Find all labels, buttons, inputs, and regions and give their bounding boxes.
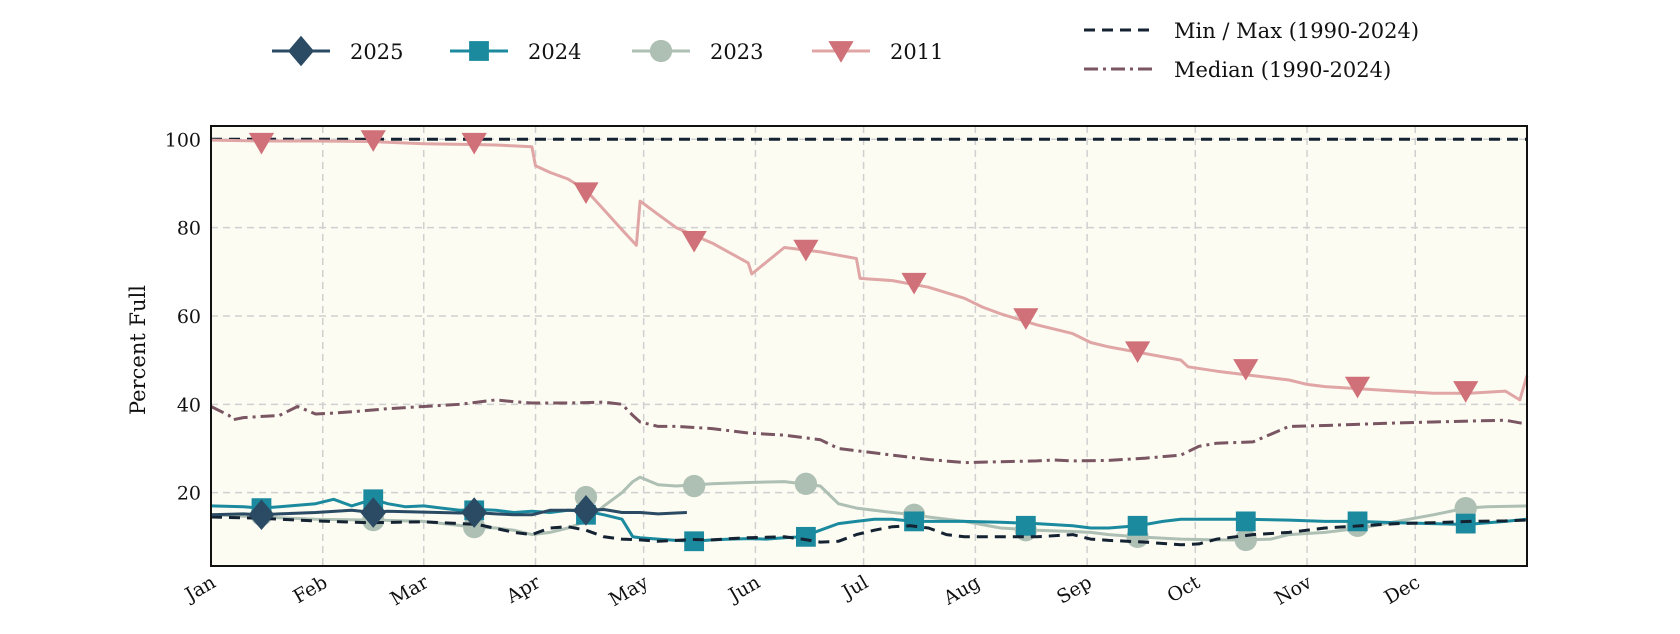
x-tick-label: Oct — [1163, 571, 1204, 607]
legend-marker-2025 — [288, 35, 314, 67]
series-line-2011 — [210, 138, 1529, 402]
data-point-2024 — [1127, 515, 1148, 536]
data-point-2024 — [684, 531, 705, 552]
data-point-2024 — [1347, 511, 1368, 532]
data-point-2023 — [682, 474, 706, 498]
data-point-2011 — [1233, 359, 1259, 381]
plot-background — [211, 126, 1527, 566]
data-point-2024 — [1015, 515, 1036, 536]
data-point-2023 — [1234, 528, 1257, 552]
x-tick-label: Feb — [289, 571, 331, 608]
x-tick-label: Mar — [387, 571, 433, 610]
data-point-2011 — [1344, 376, 1371, 399]
data-point-2011 — [248, 132, 275, 155]
series-min-max-1990-2024 — [210, 137, 1528, 547]
x-tick-label: Dec — [1381, 571, 1424, 609]
legend-marker-2023 — [649, 39, 673, 63]
data-point-2011 — [681, 230, 707, 253]
data-point-2011 — [360, 130, 386, 152]
data-point-2024 — [904, 511, 924, 532]
data-point-2011 — [461, 132, 487, 155]
x-tick-label: Jun — [723, 571, 764, 607]
legend-label-2024: 2024 — [528, 40, 581, 64]
x-tick-label: Aug — [939, 571, 984, 610]
data-point-2011 — [1125, 341, 1151, 364]
data-point-2011 — [573, 182, 599, 204]
x-tick-label: Jul — [837, 571, 872, 604]
data-point-2024 — [1455, 513, 1476, 534]
legend-label-min-max-1990-2024: Min / Max (1990-2024) — [1174, 19, 1419, 43]
data-point-2011 — [901, 272, 927, 295]
data-point-2025 — [461, 497, 488, 528]
legend-label-2011: 2011 — [890, 40, 943, 64]
data-point-2025 — [360, 497, 387, 528]
legend-label-2023: 2023 — [710, 40, 763, 64]
series-2025 — [210, 495, 687, 531]
data-point-2024 — [796, 526, 816, 547]
data-point-2023 — [794, 472, 818, 495]
data-point-2011 — [793, 239, 819, 262]
plot-frame — [210, 125, 1528, 567]
x-tick-label: Nov — [1271, 571, 1316, 610]
legend-marker-2011 — [828, 41, 854, 63]
data-point-2025 — [573, 495, 599, 526]
x-tick-label: Apr — [502, 571, 545, 608]
series-2011 — [210, 130, 1529, 403]
y-tick-label: 20 — [177, 483, 201, 505]
legend-label-median-1990-2024: Median (1990-2024) — [1174, 58, 1391, 82]
y-axis-label: Percent Full — [126, 285, 150, 415]
data-point-2024 — [1235, 511, 1256, 532]
series-line-2025 — [210, 508, 687, 517]
y-tick-label: 100 — [165, 129, 201, 151]
x-tick-label: May — [605, 571, 652, 611]
y-tick-label: 60 — [177, 306, 201, 328]
series-median-1990-2024 — [210, 398, 1528, 465]
series-line-min-max-1990-2024 — [210, 515, 1528, 547]
x-tick-label: Sep — [1053, 571, 1096, 608]
x-tick-label: Jan — [180, 571, 220, 607]
series-line-median-1990-2024 — [210, 398, 1528, 465]
data-point-2011 — [1453, 381, 1479, 403]
data-point-2011 — [1013, 308, 1039, 330]
data-point-2025 — [248, 499, 275, 531]
y-tick-label: 40 — [177, 394, 201, 416]
y-tick-label: 80 — [177, 218, 201, 240]
legend-marker-2024 — [469, 41, 489, 61]
legend-label-2025: 2025 — [350, 40, 403, 64]
